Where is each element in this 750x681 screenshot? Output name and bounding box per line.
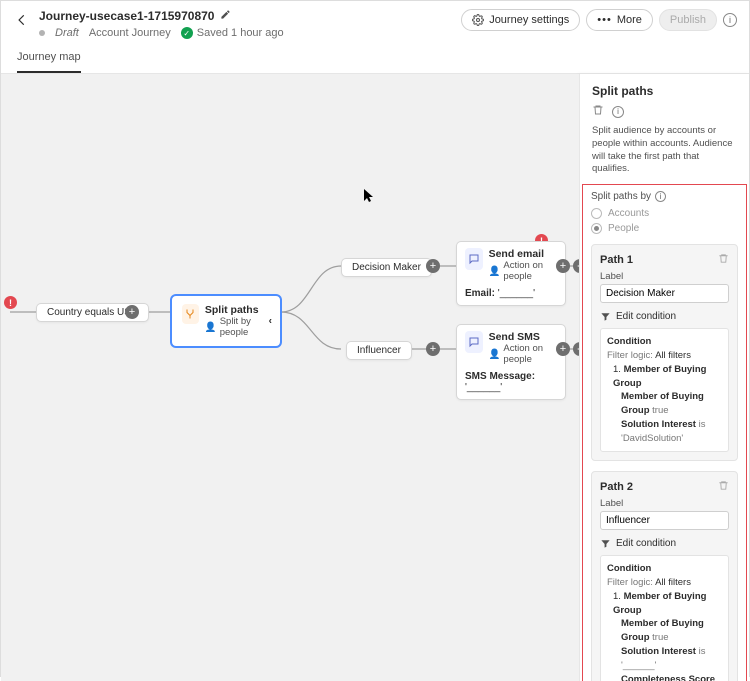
branch-label-1[interactable]: Decision Maker (341, 258, 432, 277)
add-after-email[interactable]: + (556, 259, 570, 273)
journey-type: Account Journey (89, 27, 171, 39)
tab-journey-map[interactable]: Journey map (17, 43, 81, 73)
journey-title: Journey-usecase1-1715970870 (39, 9, 214, 23)
info-icon[interactable]: i (612, 106, 624, 118)
action-icon (465, 248, 483, 270)
header: Journey-usecase1-1715970870 Draft Accoun… (1, 1, 749, 43)
node-split-paths[interactable]: Split paths 👤Split by people ‹ (171, 295, 281, 347)
journey-settings-button[interactable]: Journey settings (461, 9, 580, 31)
side-panel: Split paths i Split audience by accounts… (579, 74, 749, 681)
path-card-2: Path 2 Label Edit condition Condition Fi… (591, 471, 738, 681)
highlighted-section: Split paths by i Accounts People Path 1 … (582, 184, 747, 681)
delete-path-1[interactable] (718, 253, 729, 267)
edit-condition-1[interactable]: Edit condition (600, 311, 729, 322)
node-send-email[interactable]: Send email 👤Action on people Email: '___… (456, 241, 566, 306)
check-icon: ✓ (181, 27, 193, 39)
path2-label-input[interactable] (600, 511, 729, 530)
add-after-label1[interactable]: + (426, 259, 440, 273)
split-icon (182, 304, 199, 324)
person-icon: 👤 (205, 322, 217, 333)
error-badge[interactable]: ! (4, 296, 17, 309)
gear-icon (472, 14, 484, 26)
publish-button: Publish (659, 9, 717, 31)
person-icon: 👤 (489, 266, 501, 277)
node-send-sms[interactable]: Send SMS 👤Action on people SMS Message: … (456, 324, 566, 400)
delete-icon[interactable] (592, 104, 604, 119)
status-draft: Draft (55, 27, 79, 39)
add-node[interactable]: + (125, 305, 139, 319)
edit-title-icon[interactable] (220, 9, 231, 23)
status-dot (39, 30, 45, 36)
panel-title: Split paths (580, 74, 749, 104)
tabs: Journey map (1, 43, 749, 74)
add-after-label2[interactable]: + (426, 342, 440, 356)
path-card-1: Path 1 Label Edit condition Condition Fi… (591, 244, 738, 461)
dots-icon: ••• (597, 14, 612, 26)
more-button[interactable]: ••• More (586, 9, 653, 31)
action-icon (465, 331, 483, 353)
saved-status: Saved 1 hour ago (197, 27, 284, 39)
mouse-cursor (364, 189, 376, 206)
add-after-sms[interactable]: + (556, 342, 570, 356)
back-button[interactable] (13, 11, 31, 29)
panel-desc: Split audience by accounts or people wit… (580, 125, 749, 184)
branch-label-2[interactable]: Influencer (346, 341, 412, 360)
path1-label-input[interactable] (600, 284, 729, 303)
radio-people[interactable]: People (591, 223, 738, 234)
person-icon: 👤 (489, 349, 501, 360)
chevron-left-icon: ‹ (269, 316, 272, 327)
edit-condition-2[interactable]: Edit condition (600, 538, 729, 549)
radio-accounts[interactable]: Accounts (591, 208, 738, 219)
delete-path-2[interactable] (718, 480, 729, 494)
journey-canvas[interactable]: ! Country equals USA + Split paths 👤Spli… (1, 74, 579, 681)
condition-box-1: Condition Filter logic: All filters 1. M… (600, 328, 729, 452)
info-icon[interactable]: i (723, 13, 737, 27)
info-icon[interactable]: i (655, 191, 666, 202)
condition-box-2: Condition Filter logic: All filters 1. M… (600, 555, 729, 681)
